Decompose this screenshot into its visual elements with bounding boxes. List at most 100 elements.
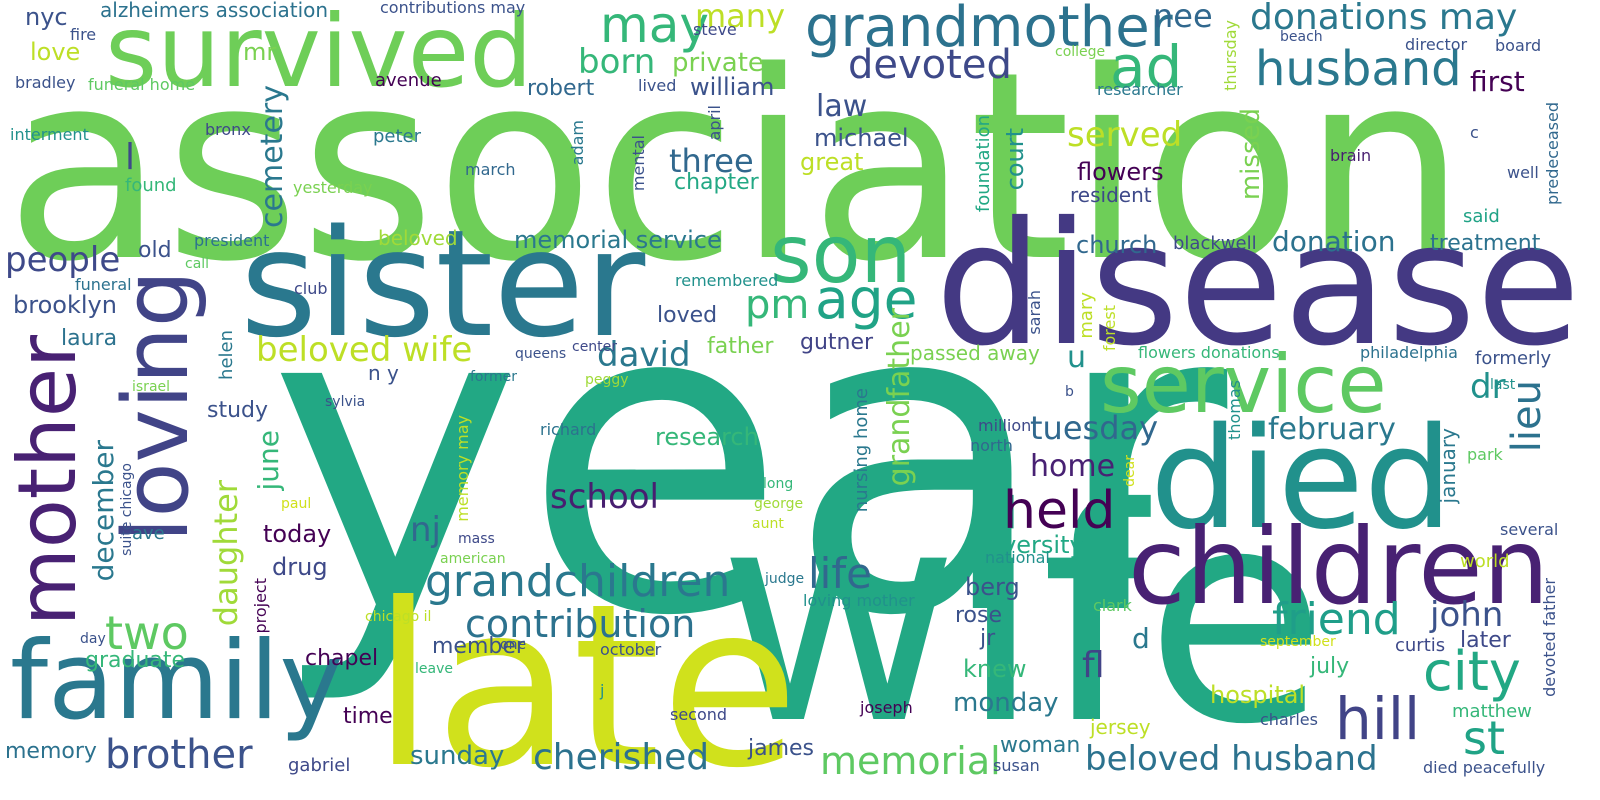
word-chicago-il: chicago il bbox=[365, 609, 432, 625]
word-beloved-husband: beloved husband bbox=[1085, 739, 1378, 779]
word-sister: sister bbox=[240, 198, 646, 370]
word-gabriel: gabriel bbox=[288, 755, 351, 776]
word-st: st bbox=[1463, 711, 1506, 765]
word-bradley: bradley bbox=[15, 73, 76, 92]
word-life: life bbox=[808, 549, 872, 598]
word-contributions-may: contributions may bbox=[380, 0, 526, 17]
word-world: world bbox=[1460, 551, 1510, 572]
word-city: city bbox=[1423, 640, 1521, 703]
word-served: served bbox=[1067, 115, 1183, 155]
word-late: late bbox=[372, 556, 800, 800]
word-j: j bbox=[600, 681, 605, 700]
word-board: board bbox=[1495, 36, 1542, 55]
word-research: research bbox=[655, 423, 759, 451]
word-grandchildren: grandchildren bbox=[425, 556, 731, 607]
word-brain: brain bbox=[1330, 146, 1372, 165]
word-fl: fl bbox=[1082, 645, 1105, 686]
word-april: april bbox=[705, 105, 724, 141]
word-rose: rose bbox=[955, 603, 1003, 628]
word-matthew: matthew bbox=[1452, 701, 1532, 722]
word-later: later bbox=[1460, 628, 1511, 653]
word-cemetery: cemetery bbox=[255, 85, 290, 228]
word-avenue: avenue bbox=[375, 70, 442, 91]
word-leave: leave bbox=[415, 661, 453, 677]
word-ad: ad bbox=[1110, 33, 1183, 101]
word-donations-may: donations may bbox=[1250, 0, 1518, 38]
word-church: church bbox=[1076, 231, 1158, 259]
word-interment: interment bbox=[10, 125, 89, 144]
word-joseph: joseph bbox=[860, 698, 913, 717]
word-susan: susan bbox=[993, 756, 1040, 775]
word-knew: knew bbox=[963, 655, 1027, 683]
word-sylvia: sylvia bbox=[325, 394, 366, 410]
word-second: second bbox=[670, 705, 728, 724]
word-robert: robert bbox=[527, 76, 595, 101]
word-alzheimers-association: alzheimers association bbox=[100, 0, 329, 22]
word-survived: survived bbox=[105, 0, 533, 110]
word-peter: peter bbox=[373, 126, 422, 147]
word-memorial: memorial bbox=[820, 739, 1001, 783]
word-age: age bbox=[815, 267, 918, 331]
word-judge: judge bbox=[765, 571, 805, 587]
word-chapel: chapel bbox=[305, 646, 379, 671]
word-forest: forest bbox=[1100, 305, 1119, 352]
word-children: children bbox=[1128, 506, 1550, 628]
word-private: private bbox=[672, 48, 764, 78]
word-queens: queens bbox=[515, 346, 567, 362]
word-james: james bbox=[748, 736, 815, 761]
word-service: service bbox=[1100, 338, 1387, 431]
word-charles: charles bbox=[1260, 710, 1318, 729]
word-law: law bbox=[816, 89, 868, 124]
word-college: college bbox=[1055, 44, 1106, 60]
word-laura: laura bbox=[61, 326, 118, 351]
word-dr: dr bbox=[1470, 367, 1506, 407]
word-grandfather: grandfather bbox=[882, 308, 917, 487]
word-february: february bbox=[1268, 412, 1396, 447]
word-william: william bbox=[690, 73, 775, 101]
word-love: love bbox=[30, 38, 81, 66]
word-people: people bbox=[5, 240, 121, 280]
word-jersey: jersey bbox=[1090, 715, 1151, 739]
word-george: george bbox=[754, 496, 804, 512]
word-david: david bbox=[597, 335, 691, 375]
word-president: president bbox=[194, 231, 270, 250]
word-sunday: sunday bbox=[410, 741, 505, 771]
word-cherished: cherished bbox=[533, 737, 710, 778]
word-fire: fire bbox=[70, 25, 97, 44]
word-richard: richard bbox=[540, 420, 597, 439]
word-woman: woman bbox=[1000, 733, 1081, 758]
word-memorial-service: memorial service bbox=[514, 226, 722, 254]
word-center: center bbox=[572, 339, 618, 355]
word-north: north bbox=[970, 436, 1013, 455]
word-two: two bbox=[105, 606, 189, 660]
word-hospital: hospital bbox=[1210, 681, 1306, 709]
word-b: b bbox=[1065, 384, 1074, 400]
word-dear: dear bbox=[1122, 455, 1138, 487]
word-aunt: aunt bbox=[752, 516, 784, 532]
word-yesterday: yesterday bbox=[293, 178, 373, 197]
word-remembered: remembered bbox=[675, 271, 779, 290]
word-director: director bbox=[1405, 35, 1468, 54]
word-nj: nj bbox=[410, 510, 441, 550]
word-sarah: sarah bbox=[1025, 290, 1044, 335]
word-former: former bbox=[470, 369, 518, 385]
word-long: long bbox=[763, 476, 794, 492]
word-mary: mary bbox=[1076, 292, 1097, 339]
word-old: old bbox=[138, 238, 172, 263]
word-ave: ave bbox=[132, 523, 165, 544]
word-october: october bbox=[600, 640, 662, 659]
word-grandmother: grandmother bbox=[805, 0, 1173, 60]
word-wife: wife bbox=[718, 445, 1327, 789]
word-son: son bbox=[770, 208, 912, 301]
word-brooklyn: brooklyn bbox=[13, 291, 117, 319]
word-flowers: flowers bbox=[1077, 158, 1164, 186]
word-devoted: devoted bbox=[848, 42, 1012, 88]
word-held: held bbox=[1003, 481, 1116, 541]
word-mother: mother bbox=[1, 335, 94, 627]
word-first: first bbox=[1470, 65, 1525, 98]
word-nee: nee bbox=[1153, 0, 1213, 35]
word-died: died bbox=[1150, 398, 1453, 561]
word-michael: michael bbox=[814, 124, 909, 152]
word-today: today bbox=[263, 520, 332, 548]
word-died-peacefully: died peacefully bbox=[1423, 758, 1546, 777]
